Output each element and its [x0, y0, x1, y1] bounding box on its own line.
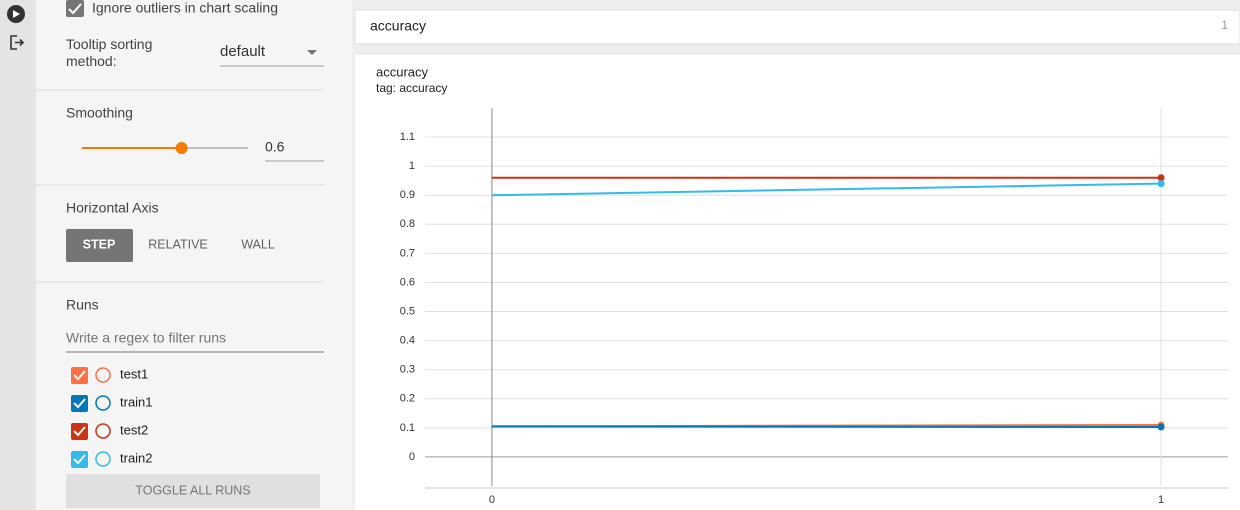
checkmark: [73, 398, 86, 409]
dropdown-arrow[interactable]: [307, 50, 317, 55]
chart-subtitle: tag: accuracy: [376, 81, 447, 95]
y-tick-label: 0.5: [400, 305, 415, 317]
toolbar: [0, 0, 36, 510]
section-label: Runs: [66, 297, 99, 313]
dropdown-value[interactable]: default: [220, 43, 266, 60]
series-endpoint: [1157, 180, 1165, 188]
card-count: 1: [1221, 18, 1228, 32]
filter-input[interactable]: Write a regex to filter runs: [66, 330, 226, 346]
series-line: [491, 425, 1162, 428]
checkmark: [68, 3, 82, 15]
y-tick-label: 1: [409, 160, 415, 172]
toggle-button[interactable]: [66, 474, 320, 508]
checkmark: [73, 370, 86, 381]
x-tick-label: 0: [489, 494, 495, 506]
series-line: [491, 182, 1162, 197]
checkmark: [73, 426, 86, 437]
section-label: Smoothing: [66, 105, 133, 121]
y-tick-label: 0: [409, 451, 415, 463]
run-name: test1: [120, 366, 148, 381]
section-label: Horizontal Axis: [66, 200, 159, 216]
run-icon-glyph: [13, 10, 20, 18]
run-list: test1 train1 test2 train2: [71, 366, 153, 468]
axis-option[interactable]: WALL: [241, 237, 275, 251]
checkbox-label: Ignore outliers in chart scaling: [92, 0, 278, 16]
axis-option-selected[interactable]: [66, 229, 133, 262]
y-tick-label: 0.8: [400, 218, 415, 230]
smoothing-input[interactable]: 0.6: [265, 139, 285, 155]
run-name: train1: [120, 394, 153, 409]
slider-thumb[interactable]: [175, 142, 188, 154]
plot: 0 0.1 0.2 0.3 0.4 0.5 0.6 0.7 0.8 0.9 1 1.1 0 1: [400, 108, 1228, 506]
toggle-button-label: TOGGLE ALL RUNS: [135, 483, 250, 497]
checkmark: [73, 454, 86, 465]
y-tick-label: 0.9: [400, 189, 415, 201]
y-tick-label: 0.2: [400, 393, 415, 405]
card-header[interactable]: [354, 9, 1240, 45]
axis-options: STEP RELATIVE WALL: [66, 229, 275, 262]
run-name: test2: [120, 422, 148, 437]
card-title: accuracy: [370, 18, 426, 34]
run-color-circle[interactable]: [95, 395, 111, 411]
series-endpoint: [1157, 174, 1165, 182]
y-tick-label: 0.1: [400, 422, 415, 434]
y-tick-label: 0.4: [400, 335, 415, 347]
run-name: train2: [120, 450, 153, 465]
x-tick-label: 1: [1158, 494, 1164, 506]
tooltip-sorting-label: Tooltip sorting method:: [66, 36, 153, 69]
y-tick-label: 1.1: [400, 131, 415, 143]
label-box: Tooltip sorting method:: [66, 36, 153, 69]
y-tick-label: 0.3: [400, 364, 415, 376]
axis-option[interactable]: STEP: [83, 237, 116, 251]
chart-title: accuracy: [376, 64, 429, 79]
axis-option[interactable]: RELATIVE: [148, 237, 208, 251]
series-endpoint: [1157, 423, 1165, 431]
run-color-circle[interactable]: [95, 423, 111, 439]
logout-icon[interactable]: [10, 35, 25, 50]
y-tick-label: 0.6: [400, 276, 415, 288]
y-tick-label: 0.7: [400, 247, 415, 259]
run-color-circle[interactable]: [95, 367, 111, 383]
checkbox[interactable]: [66, 0, 84, 17]
run-color-circle[interactable]: [95, 451, 111, 467]
